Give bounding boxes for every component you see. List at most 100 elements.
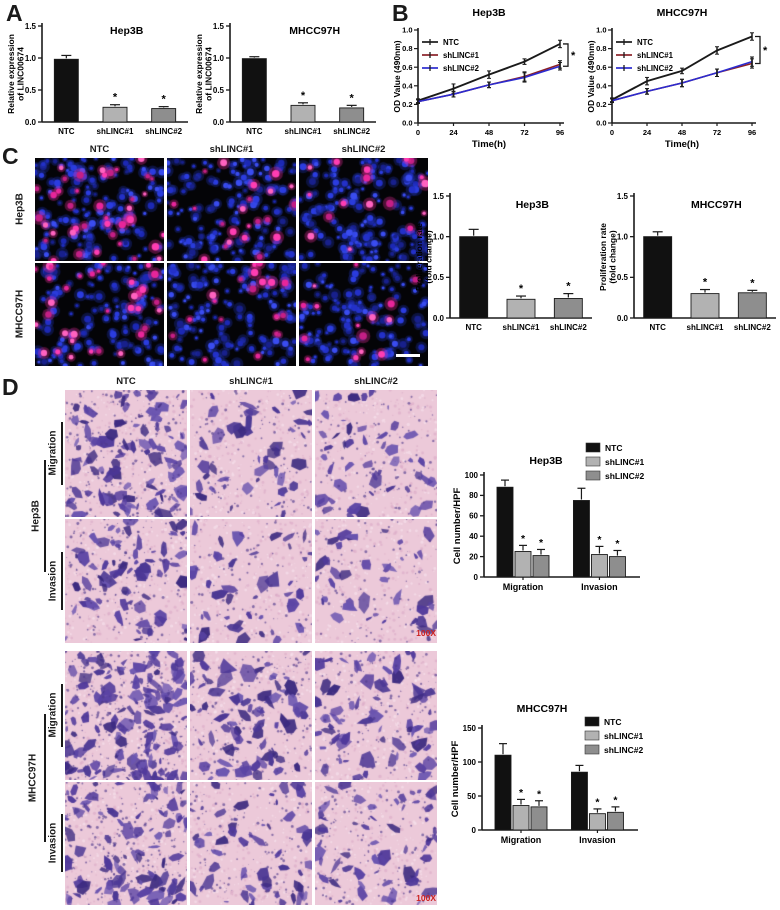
panel-d-row-hep3b-migration: Migration xyxy=(47,430,59,476)
svg-text:0.2: 0.2 xyxy=(596,100,606,109)
svg-text:shLINC#2: shLINC#2 xyxy=(604,745,643,755)
svg-text:of LINC00674: of LINC00674 xyxy=(204,47,214,101)
svg-text:NTC: NTC xyxy=(58,127,75,136)
svg-text:1.5: 1.5 xyxy=(25,22,37,31)
svg-text:of LINC00674: of LINC00674 xyxy=(16,47,26,101)
svg-text:Migration: Migration xyxy=(503,582,544,592)
svg-text:OD Value (490nm): OD Value (490nm) xyxy=(392,40,402,112)
svg-text:1.5: 1.5 xyxy=(213,22,225,31)
svg-text:1.0: 1.0 xyxy=(617,232,629,241)
svg-text:shLINC#1: shLINC#1 xyxy=(687,323,724,332)
panel-a-label: A xyxy=(6,0,23,26)
svg-text:*: * xyxy=(162,94,167,106)
panel-c-row-mhcc97h: MHCC97H xyxy=(14,289,26,339)
magnification-label-hep3b: 100X xyxy=(416,628,436,638)
svg-text:shLINC#1: shLINC#1 xyxy=(604,731,643,741)
transwell-image-mhcc97h-migration-ntc xyxy=(65,651,187,780)
svg-text:*: * xyxy=(113,92,118,104)
panel-d-row-mhcc97h-migration: Migration xyxy=(47,692,59,738)
svg-text:1.0: 1.0 xyxy=(213,54,225,63)
fluorescence-image-hep3b-ntc xyxy=(35,158,164,261)
svg-text:0.4: 0.4 xyxy=(402,81,413,90)
svg-text:Time(h): Time(h) xyxy=(665,139,699,150)
svg-text:1.0: 1.0 xyxy=(402,26,412,35)
svg-text:shLINC#2: shLINC#2 xyxy=(734,323,771,332)
fluorescence-image-mhcc97h-shlinc1 xyxy=(167,263,296,366)
transwell-image-mhcc97h-invasion-shlinc2 xyxy=(315,782,437,905)
svg-text:shLINC#1: shLINC#1 xyxy=(443,51,480,60)
svg-text:Invasion: Invasion xyxy=(581,582,618,592)
svg-text:0.0: 0.0 xyxy=(433,314,445,323)
svg-text:1.5: 1.5 xyxy=(433,192,445,201)
svg-text:*: * xyxy=(301,90,306,102)
svg-text:100: 100 xyxy=(463,758,477,767)
panel-c-col-shlinc1: shLINC#1 xyxy=(209,144,254,155)
svg-text:0: 0 xyxy=(610,128,614,137)
panel-d-row-hep3b-invasion: Invasion xyxy=(47,560,59,602)
svg-text:0.0: 0.0 xyxy=(596,119,606,128)
svg-text:Hep3B: Hep3B xyxy=(516,199,550,211)
mhcc97h-migration-underline xyxy=(61,684,63,747)
svg-text:*: * xyxy=(519,283,524,295)
svg-text:*: * xyxy=(521,533,526,545)
svg-text:Relative expression: Relative expression xyxy=(6,34,16,114)
svg-text:96: 96 xyxy=(748,128,756,137)
svg-text:shLINC#2: shLINC#2 xyxy=(443,64,480,73)
svg-text:*: * xyxy=(519,787,524,799)
svg-text:0.5: 0.5 xyxy=(433,273,445,282)
svg-text:80: 80 xyxy=(469,491,478,500)
chart-a-hep3b: 0.0 0.5 1.0 1.5 Relative expression of LINC00… xyxy=(6,22,188,136)
svg-text:20: 20 xyxy=(469,552,478,561)
svg-text:*: * xyxy=(615,538,620,550)
transwell-image-mhcc97h-invasion-shlinc1 xyxy=(190,782,312,905)
svg-text:NTC: NTC xyxy=(637,38,653,47)
svg-text:0.0: 0.0 xyxy=(402,119,412,128)
svg-text:*: * xyxy=(350,92,355,104)
fluorescence-image-hep3b-shlinc2 xyxy=(299,158,428,261)
svg-text:shLINC#1: shLINC#1 xyxy=(503,323,540,332)
svg-text:40: 40 xyxy=(469,532,478,541)
fluorescence-image-hep3b-shlinc1 xyxy=(167,158,296,261)
svg-text:*: * xyxy=(539,537,544,549)
svg-text:*: * xyxy=(750,277,755,289)
svg-text:48: 48 xyxy=(678,128,686,137)
chart-c-mhcc97h: 0.0 0.5 1.0 1.5 Proliferation rate (fold chan… xyxy=(598,192,776,332)
svg-text:*: * xyxy=(571,50,576,62)
svg-text:*: * xyxy=(537,788,542,800)
svg-text:shLINC#2: shLINC#2 xyxy=(145,127,182,136)
mhcc97h-bracket-line xyxy=(44,714,46,842)
svg-text:0: 0 xyxy=(474,573,479,582)
mhcc97h-invasion-underline xyxy=(61,814,63,872)
svg-text:0.0: 0.0 xyxy=(617,314,629,323)
svg-text:0.4: 0.4 xyxy=(596,81,607,90)
svg-text:shLINC#2: shLINC#2 xyxy=(550,323,587,332)
svg-text:MHCC97H: MHCC97H xyxy=(691,199,742,211)
fluorescence-image-mhcc97h-shlinc2 xyxy=(299,263,428,366)
svg-text:1.0: 1.0 xyxy=(433,232,445,241)
svg-text:NTC: NTC xyxy=(465,323,482,332)
svg-text:MHCC97H: MHCC97H xyxy=(657,7,708,19)
svg-text:Time(h): Time(h) xyxy=(472,139,506,150)
svg-text:24: 24 xyxy=(449,128,458,137)
svg-text:0: 0 xyxy=(416,128,420,137)
svg-text:Hep3B: Hep3B xyxy=(110,25,144,37)
svg-text:Relative expression: Relative expression xyxy=(194,34,204,114)
transwell-image-hep3b-invasion-ntc xyxy=(65,519,187,643)
transwell-image-mhcc97h-migration-shlinc1 xyxy=(190,651,312,780)
svg-text:*: * xyxy=(595,796,600,808)
svg-text:NTC: NTC xyxy=(649,323,666,332)
svg-text:shLINC#1: shLINC#1 xyxy=(97,127,134,136)
chart-b-hep3b: 0.0 0.2 0.4 0.6 0.8 1.0 0 24 48 72 96 Time(h) OD Val… xyxy=(392,7,576,150)
chart-a-mhcc97h: 0.0 0.5 1.0 1.5 Relative expression of LINC00… xyxy=(194,22,376,136)
svg-text:Proliferation rate: Proliferation rate xyxy=(598,223,608,291)
svg-text:(fold change): (fold change) xyxy=(424,230,434,284)
svg-text:0.5: 0.5 xyxy=(617,273,629,282)
svg-text:1.5: 1.5 xyxy=(617,192,629,201)
svg-text:0.5: 0.5 xyxy=(213,86,225,95)
svg-text:24: 24 xyxy=(643,128,652,137)
hep3b-migration-underline xyxy=(61,422,63,485)
transwell-image-hep3b-invasion-shlinc2 xyxy=(315,519,437,643)
svg-text:Migration: Migration xyxy=(501,835,542,845)
